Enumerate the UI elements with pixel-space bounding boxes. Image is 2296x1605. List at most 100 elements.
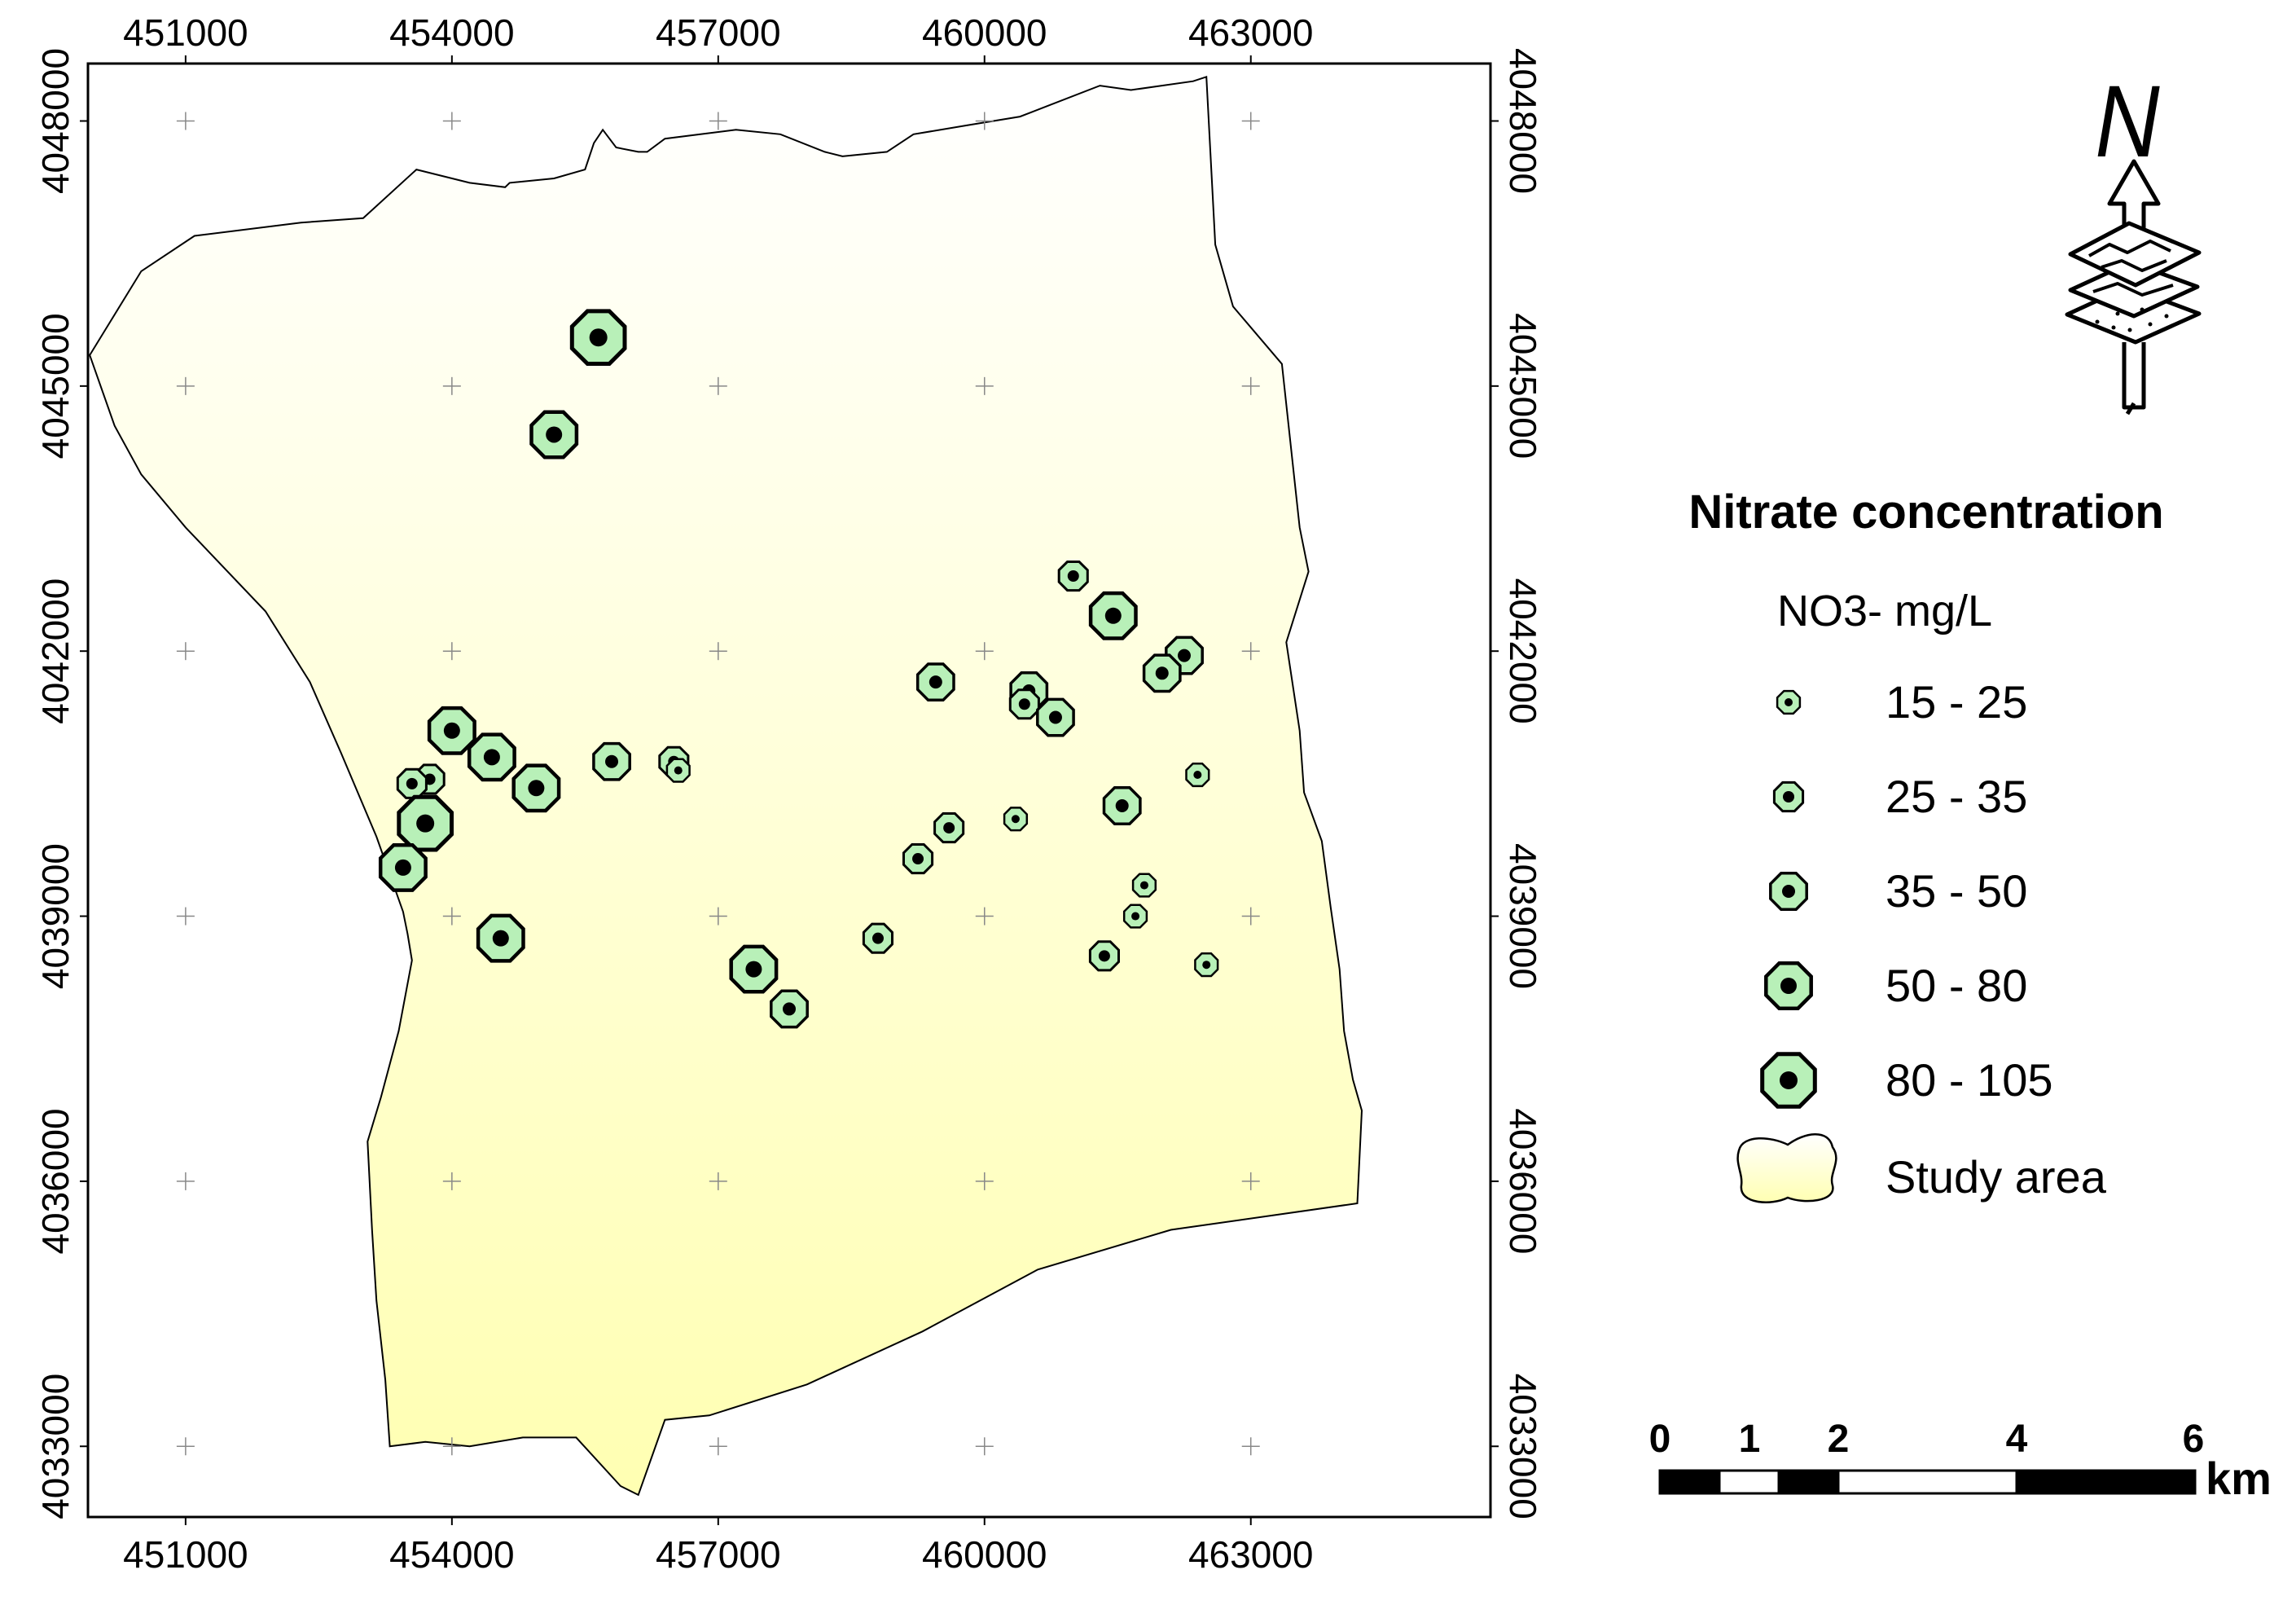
y-axis-left: 4048000 4045000 4042000 4039000 4036000 40330… <box>34 48 88 1519</box>
scale-tick-4: 4 <box>2006 1418 2028 1461</box>
y-axis-right: 4048000 4045000 4042000 4039000 4036000 40330… <box>1490 48 1544 1519</box>
grid-cross <box>442 1437 461 1456</box>
scale-bar-outline <box>1658 1469 2197 1495</box>
legend-symbol <box>1764 961 1813 1010</box>
well-marker <box>511 763 561 813</box>
legend-symbol <box>1772 781 1805 813</box>
legend-item: 35 - 50 <box>1769 865 2027 917</box>
scale-unit: km <box>2206 1453 2272 1504</box>
grid-cross <box>176 112 195 130</box>
scale-seg-4 <box>2017 1471 2195 1493</box>
legend-item: 50 - 80 <box>1764 960 2027 1011</box>
grid-cross <box>709 1172 727 1190</box>
x-tick-label-top: 451000 <box>123 11 248 54</box>
legend-title: Nitrate concentration <box>1688 486 2163 539</box>
scale-seg-0 <box>1660 1471 1719 1493</box>
grid-cross <box>975 1437 994 1456</box>
x-tick-label-top: 460000 <box>922 11 1047 54</box>
grid-cross <box>709 642 727 661</box>
x-tick-label-top: 463000 <box>1188 11 1314 54</box>
x-tick-label-bottom: 460000 <box>922 1533 1047 1576</box>
legend-symbol <box>1776 689 1802 715</box>
grid-cross <box>1241 112 1260 130</box>
well-marker <box>396 767 428 799</box>
y-tick-label-right: 4039000 <box>1502 843 1544 989</box>
well-marker <box>1102 786 1142 825</box>
grid-cross <box>1241 1172 1260 1190</box>
grid-cross <box>176 376 195 395</box>
y-tick-label-left: 4048000 <box>34 48 77 194</box>
grid-cross <box>1241 1437 1260 1456</box>
y-tick-label-left: 4039000 <box>34 843 77 989</box>
scale-tick-2: 2 <box>1828 1418 1850 1461</box>
well-marker <box>1142 653 1182 693</box>
well-marker <box>1057 561 1089 592</box>
well-marker <box>1008 688 1040 720</box>
grid-cross <box>709 112 727 130</box>
grid-cross <box>709 907 727 926</box>
legend-item-study-area: Study area <box>1736 1133 2107 1203</box>
legend: Nitrate concentration NO3- mg/L 15 - 25 2… <box>1688 486 2164 1203</box>
well-marker <box>1194 952 1219 978</box>
scale-tick-1: 1 <box>1739 1418 1761 1461</box>
grid-cross <box>709 1437 727 1456</box>
scale-seg-1 <box>1718 1469 1780 1495</box>
well-marker <box>915 662 955 702</box>
y-tick-label-right: 4048000 <box>1502 48 1544 194</box>
y-tick-label-left: 4033000 <box>34 1374 77 1519</box>
scale-seg-2 <box>1779 1471 1838 1493</box>
legend-item: 15 - 25 <box>1776 676 2027 728</box>
grid-cross <box>975 376 994 395</box>
grid-cross <box>442 1172 461 1190</box>
map-frame-group: 451000 454000 457000 460000 463000 451000 454… <box>34 11 1544 1576</box>
y-tick-label-right: 4042000 <box>1502 578 1544 724</box>
x-tick-label-top: 454000 <box>389 11 515 54</box>
well-marker <box>569 309 627 366</box>
legend-item: 25 - 35 <box>1772 771 2027 822</box>
grid-cross <box>975 642 994 661</box>
well-marker <box>529 410 579 460</box>
legend-item-label: 15 - 25 <box>1886 676 2027 728</box>
well-marker <box>378 842 428 892</box>
y-tick-label-left: 4045000 <box>34 313 77 459</box>
x-tick-label-top: 457000 <box>656 11 781 54</box>
scale-tick-0: 0 <box>1649 1418 1671 1461</box>
well-marker <box>592 741 631 781</box>
grid-cross <box>176 1172 195 1190</box>
well-marker <box>397 794 454 852</box>
grid-cross <box>975 112 994 130</box>
legend-symbol <box>1769 872 1808 911</box>
wells-layer <box>378 309 1219 1029</box>
legend-item-label: 80 - 105 <box>1886 1054 2053 1106</box>
scale-bar: 0 1 2 4 6 km <box>1649 1418 2272 1504</box>
grid-cross <box>442 376 461 395</box>
well-marker <box>1185 762 1210 788</box>
well-marker <box>427 706 476 755</box>
x-tick-label-bottom: 457000 <box>656 1533 781 1576</box>
legend-item-label: 25 - 35 <box>1886 771 2027 822</box>
well-marker <box>665 758 691 783</box>
y-tick-label-right: 4033000 <box>1502 1374 1544 1519</box>
well-marker <box>902 843 934 875</box>
grid-crosses <box>176 112 1260 1456</box>
x-axis-bottom: 451000 454000 457000 460000 463000 <box>123 1517 1313 1576</box>
well-marker <box>476 913 525 963</box>
x-tick-label-bottom: 463000 <box>1188 1533 1314 1576</box>
legend-items: 15 - 25 25 - 35 35 - 50 50 - 80 80 - 105 <box>1760 676 2053 1109</box>
legend-item: 80 - 105 <box>1760 1052 2053 1109</box>
well-marker <box>1036 697 1075 737</box>
grid-cross <box>1241 642 1260 661</box>
grid-cross <box>975 1172 994 1190</box>
grid-cross <box>442 112 461 130</box>
well-marker <box>862 922 893 954</box>
x-tick-label-bottom: 451000 <box>123 1533 248 1576</box>
grid-cross <box>1241 907 1260 926</box>
scale-tick-6: 6 <box>2183 1418 2205 1461</box>
y-tick-label-left: 4036000 <box>34 1108 77 1254</box>
x-tick-label-bottom: 454000 <box>389 1533 515 1576</box>
well-marker <box>933 812 965 844</box>
y-tick-label-right: 4036000 <box>1502 1108 1544 1254</box>
legend-symbol <box>1760 1052 1817 1109</box>
